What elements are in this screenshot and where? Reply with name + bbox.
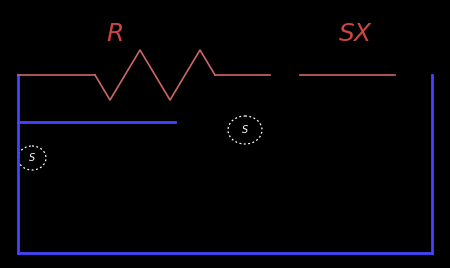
Text: S: S <box>29 153 35 163</box>
Text: R: R <box>106 22 124 46</box>
Text: SX: SX <box>338 22 372 46</box>
Text: S: S <box>242 125 248 135</box>
